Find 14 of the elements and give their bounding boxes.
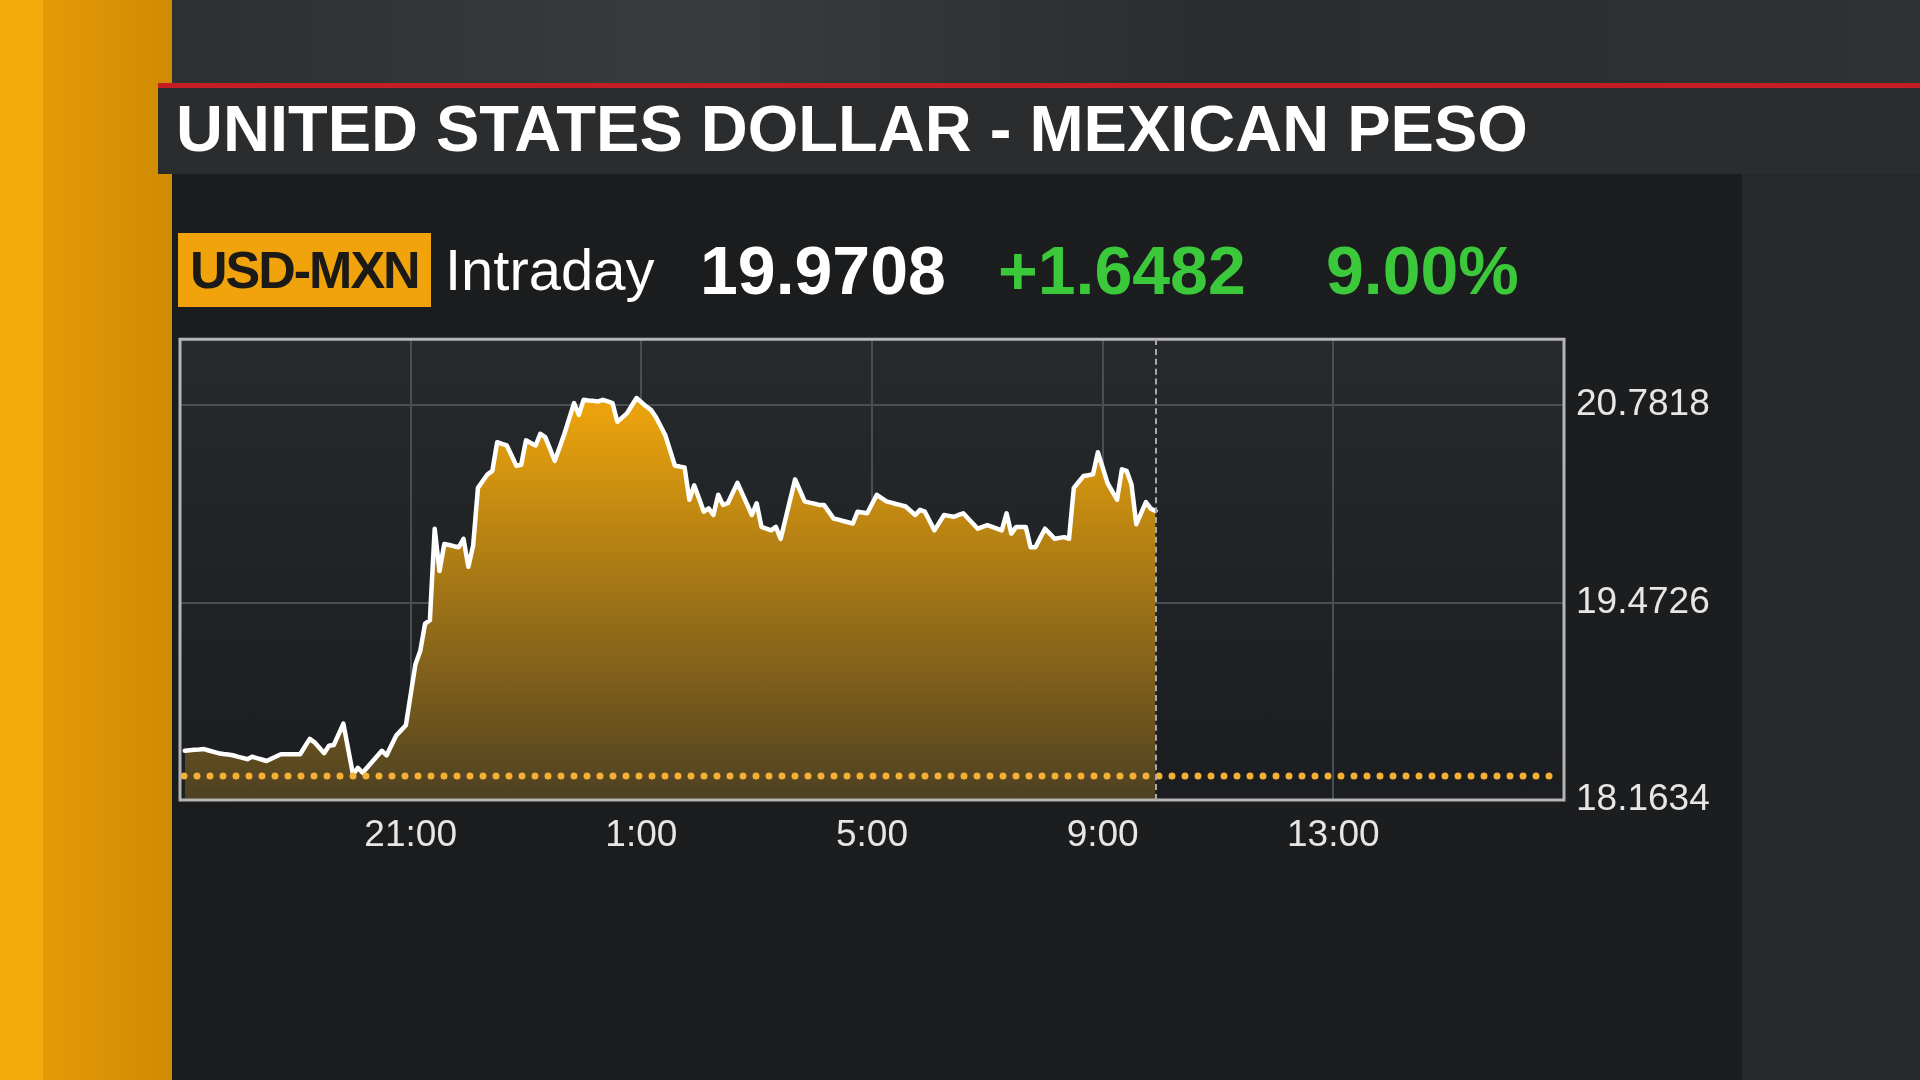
x-tick-label: 9:00 bbox=[1066, 813, 1139, 855]
text: 9.00% bbox=[1326, 232, 1519, 308]
x-tick-label: 13:00 bbox=[1287, 813, 1380, 855]
text: 19.9708 bbox=[700, 232, 946, 308]
text: +1.6482 bbox=[998, 232, 1246, 308]
y-tick-label: 20.7818 bbox=[1576, 382, 1710, 424]
y-tick-label: 18.1634 bbox=[1576, 777, 1710, 819]
x-tick-label: 21:00 bbox=[364, 813, 457, 855]
x-tick-label: 1:00 bbox=[605, 813, 678, 855]
chart-title: UNITED STATES DOLLAR - MEXICAN PESO bbox=[176, 92, 1528, 165]
y-tick-label: 19.4726 bbox=[1576, 579, 1710, 621]
chart-subtitle: USD-MXN bbox=[178, 233, 431, 307]
text: Intraday bbox=[445, 236, 655, 304]
x-tick-label: 5:00 bbox=[835, 813, 909, 855]
